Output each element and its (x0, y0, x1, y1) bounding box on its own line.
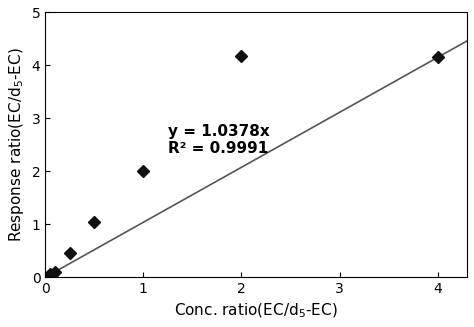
X-axis label: Conc. ratio(EC/d$_5$-EC): Conc. ratio(EC/d$_5$-EC) (174, 301, 338, 320)
Text: y = 1.0378x
R² = 0.9991: y = 1.0378x R² = 0.9991 (168, 124, 270, 156)
Y-axis label: Response ratio(EC/d$_5$-EC): Response ratio(EC/d$_5$-EC) (7, 47, 26, 242)
